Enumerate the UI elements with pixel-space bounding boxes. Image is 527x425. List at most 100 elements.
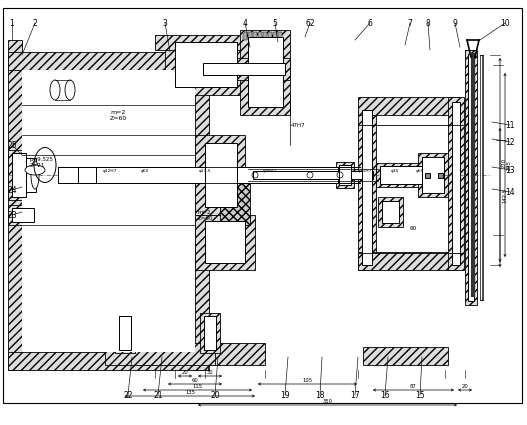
Text: 9: 9 [453, 19, 457, 28]
Bar [195, 215, 255, 270]
Text: 2: 2 [33, 19, 37, 28]
Bar [22, 155, 40, 195]
Bar [58, 183, 73, 191]
Text: φ90H7: φ90H7 [263, 169, 277, 173]
Bar [358, 97, 458, 115]
Text: 13: 13 [505, 165, 515, 175]
Bar [195, 90, 209, 370]
Bar [278, 32, 282, 40]
Text: 4: 4 [242, 19, 248, 28]
Text: 20: 20 [462, 384, 469, 389]
Bar [358, 252, 458, 270]
Bar [358, 105, 376, 270]
Text: 22: 22 [123, 391, 133, 399]
Text: φ41H7: φ41H7 [358, 169, 372, 173]
Text: φ11.5: φ11.5 [199, 169, 211, 173]
Text: 5: 5 [272, 19, 277, 28]
Bar [220, 175, 250, 225]
Bar [363, 347, 448, 365]
Text: 115: 115 [192, 384, 202, 389]
Bar [248, 37, 283, 107]
Text: p=9.525
Z=21: p=9.525 Z=21 [30, 157, 54, 168]
Text: φ60: φ60 [141, 169, 149, 173]
Ellipse shape [50, 80, 60, 100]
Bar [195, 58, 290, 80]
Bar [336, 162, 354, 188]
Bar [8, 52, 208, 70]
Text: φ35: φ35 [391, 169, 399, 173]
Text: 17: 17 [350, 391, 360, 399]
Text: 60: 60 [409, 226, 417, 231]
Text: 142.5: 142.5 [502, 187, 507, 203]
Bar [26, 158, 36, 192]
Bar [438, 173, 443, 178]
Text: 3: 3 [162, 19, 168, 28]
Ellipse shape [31, 161, 39, 189]
Bar [339, 165, 351, 185]
Text: 25: 25 [7, 141, 17, 150]
Text: m=2
Z=60: m=2 Z=60 [110, 110, 127, 121]
Bar [105, 343, 220, 365]
Bar [58, 167, 338, 183]
Text: 47H7: 47H7 [291, 122, 306, 128]
Text: 12: 12 [505, 138, 515, 147]
Bar [253, 171, 373, 179]
Text: 24: 24 [7, 185, 17, 195]
Text: m=2
Z=60: m=2 Z=60 [198, 210, 213, 221]
Ellipse shape [65, 80, 75, 100]
Bar [8, 150, 30, 200]
Bar [22, 70, 195, 352]
Bar [465, 50, 477, 305]
Bar [12, 165, 26, 185]
Bar [73, 159, 98, 172]
Text: 30: 30 [207, 370, 213, 375]
Text: 10: 10 [500, 19, 510, 28]
Bar [268, 32, 272, 40]
Text: 18: 18 [315, 391, 325, 399]
Text: 6: 6 [367, 19, 373, 28]
Text: φ12H7: φ12H7 [103, 169, 117, 173]
Bar [78, 167, 96, 183]
Bar [119, 316, 131, 350]
Bar [155, 35, 255, 50]
Text: 16: 16 [380, 391, 390, 399]
Text: 60: 60 [192, 378, 198, 383]
Bar [73, 178, 98, 191]
Bar [378, 197, 403, 227]
Text: 20: 20 [182, 370, 188, 375]
Bar [195, 135, 245, 215]
Bar [248, 32, 252, 40]
Text: 87: 87 [410, 384, 417, 389]
Text: 350: 350 [323, 399, 333, 404]
Bar [8, 352, 208, 370]
Bar [12, 153, 26, 197]
Text: 235: 235 [507, 160, 512, 170]
Bar [203, 63, 285, 75]
Bar [165, 40, 245, 95]
Bar [418, 153, 448, 197]
Text: 7: 7 [407, 19, 413, 28]
Text: 135: 135 [185, 390, 195, 395]
Bar [380, 166, 444, 184]
Bar [480, 55, 483, 300]
Bar [253, 32, 257, 40]
Bar [35, 80, 55, 115]
Bar [382, 201, 399, 223]
Text: 20: 20 [210, 391, 220, 399]
Text: 11: 11 [505, 121, 515, 130]
Text: 105: 105 [302, 378, 313, 383]
Bar [258, 32, 262, 40]
Text: 14: 14 [505, 187, 515, 196]
Bar [12, 208, 34, 222]
Text: 1: 1 [9, 19, 14, 28]
Bar [8, 40, 22, 370]
Text: 15: 15 [415, 391, 425, 399]
Bar [243, 32, 247, 40]
Bar [8, 205, 38, 225]
Ellipse shape [25, 165, 45, 175]
Text: φ60: φ60 [416, 169, 424, 173]
Bar [422, 157, 444, 193]
Bar [448, 97, 464, 270]
Bar [263, 32, 267, 40]
Bar [205, 143, 237, 207]
